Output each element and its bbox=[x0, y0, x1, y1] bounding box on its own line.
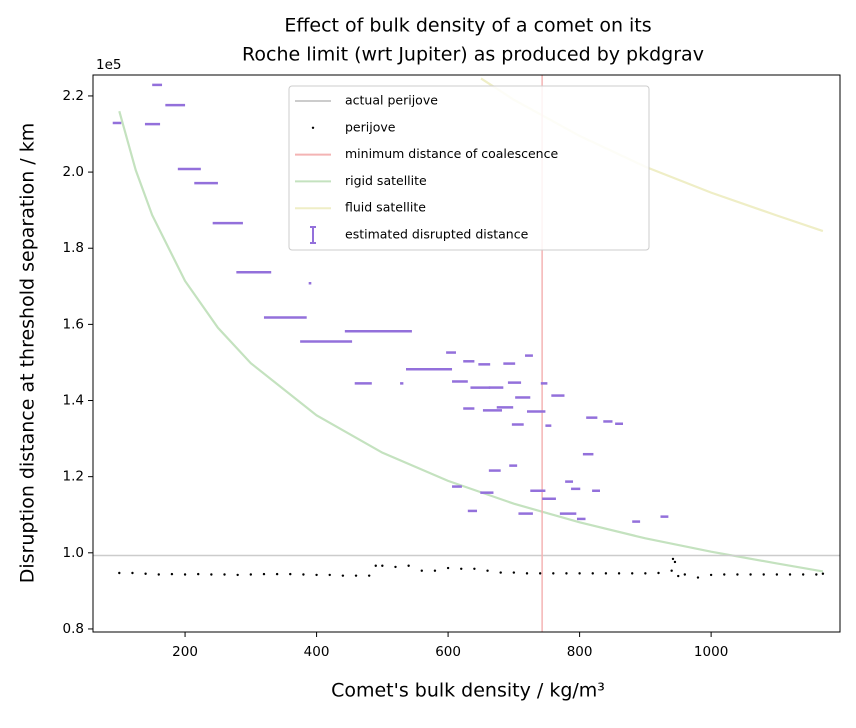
y-tick-label: 1.4 bbox=[63, 393, 84, 409]
point bbox=[499, 571, 502, 574]
legend-label: minimum distance of coalescence bbox=[345, 146, 558, 161]
point bbox=[249, 573, 253, 576]
point bbox=[749, 573, 752, 576]
point bbox=[631, 572, 634, 575]
point bbox=[118, 571, 121, 575]
x-tick-label: 800 bbox=[567, 644, 593, 660]
legend-label: perijove bbox=[345, 119, 396, 134]
y-tick-label: 1.2 bbox=[63, 469, 84, 485]
point bbox=[671, 557, 675, 561]
legend-box bbox=[288, 85, 650, 251]
point bbox=[604, 572, 608, 575]
point bbox=[657, 571, 660, 575]
point bbox=[354, 574, 358, 577]
legend-swatch bbox=[311, 126, 315, 129]
point bbox=[525, 572, 529, 575]
point bbox=[460, 567, 463, 570]
point bbox=[144, 572, 147, 575]
x-tick-label: 600 bbox=[435, 644, 461, 660]
y-tick-label: 0.8 bbox=[63, 621, 84, 637]
point bbox=[170, 572, 174, 576]
point bbox=[131, 571, 134, 575]
point bbox=[223, 573, 226, 576]
x-tick-label: 200 bbox=[172, 644, 198, 660]
x-tick-label: 1000 bbox=[694, 644, 728, 660]
y-axis-label: Disruption distance at threshold separat… bbox=[17, 123, 39, 584]
point bbox=[328, 573, 331, 577]
point bbox=[275, 572, 279, 576]
point bbox=[670, 569, 673, 572]
point bbox=[736, 573, 739, 576]
point bbox=[709, 573, 713, 577]
point bbox=[367, 574, 371, 577]
y-tick-label: 1.6 bbox=[63, 316, 84, 332]
point bbox=[446, 566, 450, 570]
point bbox=[486, 569, 489, 572]
point bbox=[683, 573, 687, 576]
point bbox=[775, 573, 779, 576]
point bbox=[315, 573, 318, 577]
point bbox=[512, 571, 516, 574]
point bbox=[374, 564, 377, 567]
chart-title: Roche limit (wrt Jupiter) as produced by… bbox=[242, 44, 704, 66]
point bbox=[197, 572, 200, 576]
legend-label: actual perijove bbox=[345, 93, 438, 108]
point bbox=[591, 572, 594, 575]
point bbox=[762, 573, 765, 576]
x-axis-label: Comet's bulk density / kg/m³ bbox=[331, 680, 605, 702]
point bbox=[801, 573, 805, 576]
point bbox=[821, 572, 825, 575]
curve bbox=[118, 110, 824, 573]
axes: 200 400 600 800 1000 0.8 1.0 1.2 1.4 1.6 1.8 2.0 2.2 bbox=[63, 88, 729, 660]
point bbox=[677, 574, 680, 578]
point bbox=[394, 565, 397, 569]
point bbox=[723, 573, 726, 576]
y-tick-label: 1.0 bbox=[63, 545, 84, 561]
point bbox=[420, 569, 423, 572]
point bbox=[815, 573, 818, 576]
point bbox=[644, 572, 647, 575]
x-tick-label: 400 bbox=[304, 644, 330, 660]
point bbox=[236, 573, 239, 577]
point bbox=[433, 569, 437, 572]
chart-title: Effect of bulk density of a comet on its bbox=[284, 15, 651, 37]
point bbox=[381, 564, 384, 567]
point bbox=[183, 573, 187, 576]
y-tick-label: 1.8 bbox=[63, 240, 84, 256]
point bbox=[552, 572, 555, 575]
legend: actual perijove perijove minimum distance … bbox=[288, 85, 650, 251]
point bbox=[289, 572, 292, 576]
point bbox=[341, 574, 345, 577]
point bbox=[788, 573, 792, 576]
point bbox=[696, 576, 700, 579]
axes-frame bbox=[92, 74, 841, 633]
point bbox=[157, 573, 160, 576]
legend-label: fluid satellite bbox=[345, 200, 426, 215]
y-tick-label: 2.0 bbox=[63, 164, 84, 180]
point bbox=[578, 572, 581, 575]
point bbox=[262, 572, 266, 576]
point bbox=[473, 567, 476, 570]
point bbox=[210, 573, 213, 576]
y-offset-label: 1e5 bbox=[96, 57, 121, 73]
point bbox=[673, 560, 677, 564]
y-tick-label: 2.2 bbox=[63, 88, 84, 104]
point bbox=[538, 572, 542, 575]
legend-label: estimated disrupted distance bbox=[345, 227, 529, 242]
point bbox=[617, 572, 621, 575]
point bbox=[565, 572, 568, 575]
point bbox=[302, 573, 305, 576]
legend-label: rigid satellite bbox=[345, 173, 427, 188]
point bbox=[407, 564, 410, 567]
